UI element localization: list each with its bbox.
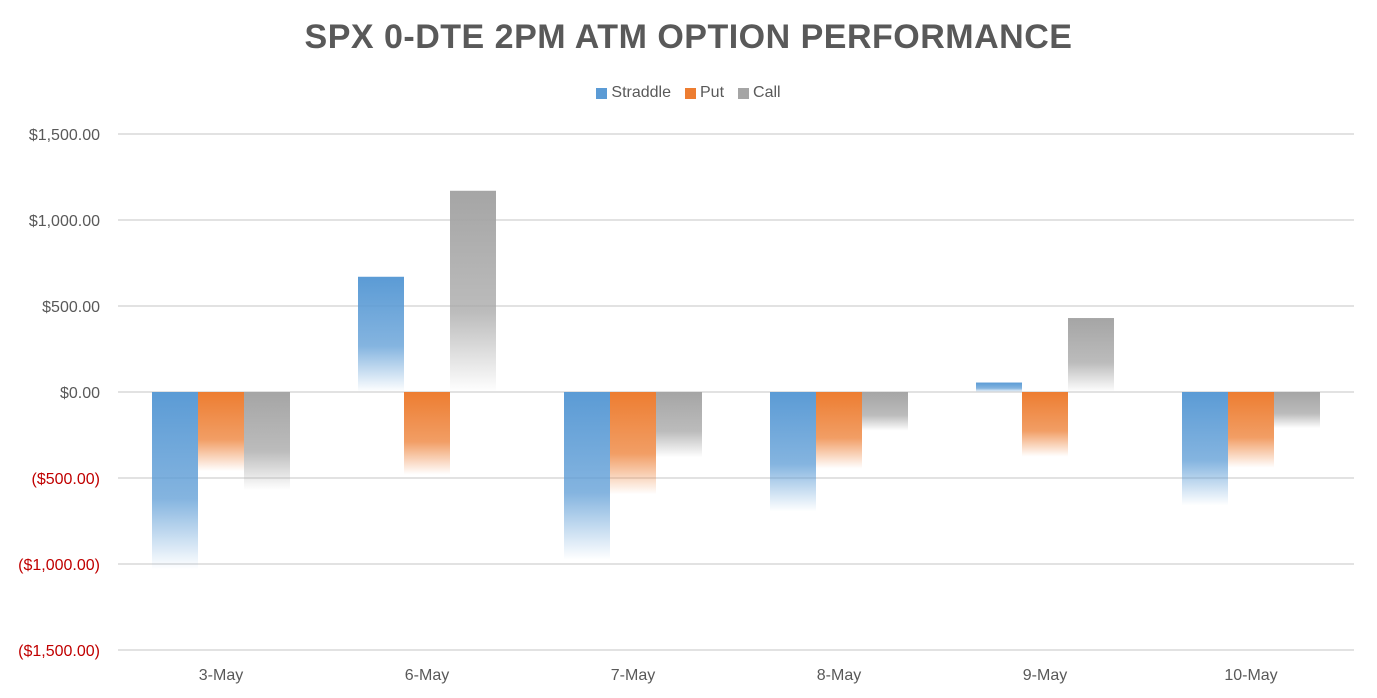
y-tick-label: $1,000.00 [29,213,100,230]
legend-item-call: Call [738,84,781,102]
legend-item-put: Put [685,84,724,102]
y-tick-label: ($500.00) [32,471,101,488]
legend-swatch-straddle [596,87,608,99]
y-tick-label: $500.00 [42,299,100,316]
bar-call-7-may [656,392,702,458]
y-tick-label: $0.00 [60,385,100,402]
x-tick-label: 6-May [405,667,449,684]
bar-put-8-may [816,392,862,469]
bar-straddle-6-may [358,276,404,392]
bar-call-8-may [862,392,908,431]
chart-legend: Straddle Put Call [0,84,1377,102]
bar-call-9-may [1068,318,1114,392]
bar-call-3-may [244,392,290,491]
bar-call-10-may [1274,392,1320,429]
chart-title: SPX 0-DTE 2PM ATM OPTION PERFORMANCE [304,18,1073,56]
legend-swatch-put [685,87,696,99]
bar-put-6-may [404,392,450,475]
x-tick-label: 8-May [817,667,861,684]
x-tick-label: 7-May [611,667,655,684]
bar-straddle-3-may [152,392,198,570]
bar-put-3-may [198,392,244,472]
bar-put-7-may [610,392,656,495]
legend-label-straddle: Straddle [611,84,671,101]
y-tick-label: $1,500.00 [29,127,100,144]
y-tick-label: ($1,000.00) [18,557,100,574]
legend-item-straddle: Straddle [596,84,671,102]
bar-call-6-may [450,190,496,392]
bar-straddle-9-may [976,382,1022,392]
x-tick-label: 9-May [1023,667,1067,684]
legend-label-put: Put [700,84,725,101]
legend-label-call: Call [753,84,781,101]
bar-straddle-8-may [770,392,816,512]
x-tick-label: 10-May [1224,667,1277,684]
bar-straddle-10-may [1182,392,1228,506]
bar-straddle-7-may [564,392,610,560]
y-tick-label: ($1,500.00) [18,643,100,660]
legend-swatch-call [738,87,750,99]
bar-put-10-may [1228,392,1274,468]
bar-put-9-may [1022,392,1068,457]
x-tick-label: 3-May [199,667,243,684]
